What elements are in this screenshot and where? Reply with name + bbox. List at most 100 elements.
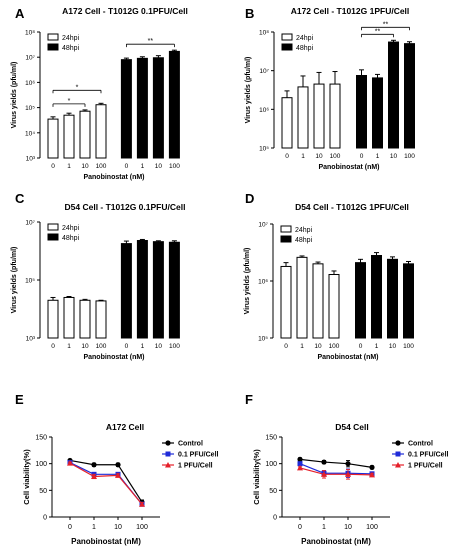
panel-B: B A172 Cell - T1012G 1PFU/Cell10⁵10⁶10⁷10…	[245, 6, 415, 171]
bar	[95, 104, 107, 159]
panel-letter: E	[15, 392, 24, 407]
series-line	[69, 459, 143, 503]
x-axis-label: Panobinostat (nM)	[317, 354, 378, 361]
x-tick-label: 0	[51, 163, 55, 170]
chart-title: D54 Cell - T1012G 0.1PFU/Cell	[65, 202, 186, 212]
chart-title: A172 Cell - T1012G 1PFU/Cell	[291, 6, 410, 16]
bar	[168, 241, 180, 339]
chart-title: D54 Cell - T1012G 1PFU/Cell	[295, 202, 409, 212]
bar	[387, 258, 398, 339]
legend-swatch	[47, 33, 59, 41]
legend-swatch	[280, 235, 292, 243]
y-tick-label: 10⁴	[25, 130, 35, 137]
y-tick-label: 10³	[26, 156, 36, 163]
x-tick-label: 1	[67, 343, 71, 350]
y-tick-label: 150	[265, 435, 277, 442]
y-tick-label: 100	[35, 461, 47, 468]
x-tick-label: 1	[92, 524, 96, 531]
x-tick-label: 10	[314, 343, 322, 350]
y-tick-label: 50	[39, 488, 47, 495]
x-tick-label: 0	[284, 343, 288, 350]
legend-swatch	[47, 233, 59, 241]
y-tick-label: 10⁶	[25, 80, 35, 87]
y-tick-label: 10⁷	[25, 55, 35, 62]
legend-label: 0.1 PFU/Cell	[178, 452, 219, 459]
x-tick-label: 100	[366, 524, 378, 531]
significance-label: *	[68, 98, 71, 105]
x-tick-label: 10	[81, 163, 89, 170]
x-axis-label: Panobinostat (nM)	[318, 164, 379, 171]
panel-letter: B	[245, 6, 254, 21]
legend-marker	[395, 440, 401, 446]
legend-swatch	[47, 43, 59, 51]
legend-swatch	[281, 33, 293, 41]
data-point	[297, 456, 303, 462]
legend-label: 24hpi	[296, 35, 314, 42]
significance-label: **	[375, 28, 381, 35]
bar	[63, 296, 75, 339]
x-tick-label: 0	[359, 343, 363, 350]
legend-swatch	[281, 43, 293, 51]
data-point	[321, 459, 327, 465]
y-tick-label: 10⁶	[259, 107, 269, 114]
x-tick-label: 100	[330, 153, 341, 160]
legend-swatch	[280, 225, 292, 233]
bar	[95, 300, 107, 339]
y-tick-label: 150	[35, 435, 47, 442]
y-tick-label: 10⁷	[258, 222, 268, 229]
legend-marker	[165, 440, 171, 446]
x-tick-label: 100	[169, 163, 180, 170]
legend-label: 48hpi	[62, 235, 80, 242]
bar	[79, 110, 91, 159]
x-tick-label: 10	[389, 343, 397, 350]
x-axis-label: Panobinostat (nM)	[83, 174, 144, 181]
series-line	[299, 467, 373, 476]
x-tick-label: 0	[125, 343, 129, 350]
y-tick-label: 10⁵	[25, 278, 35, 285]
panel-E: E A172 Cell 0 50 100 150 Cell viability(%) 0 1 10…	[15, 392, 219, 546]
x-tick-label: 1	[376, 153, 380, 160]
y-tick-label: 10⁷	[25, 220, 35, 227]
data-point	[369, 464, 375, 470]
legend-swatch	[47, 223, 59, 231]
y-tick-label: 10⁵	[25, 105, 35, 112]
series-line	[299, 458, 373, 468]
bar	[136, 57, 148, 159]
x-axis-label: Panobinostat (nM)	[83, 354, 144, 361]
y-tick-label: 0	[43, 515, 47, 522]
bar	[372, 77, 383, 149]
legend-label: 48hpi	[62, 45, 80, 52]
data-point	[115, 472, 121, 478]
x-tick-label: 100	[329, 343, 340, 350]
x-tick-label: 10	[81, 343, 89, 350]
bar	[328, 274, 340, 339]
bar	[313, 83, 325, 149]
bar	[152, 241, 164, 339]
significance-label: *	[76, 84, 79, 91]
x-tick-label: 10	[155, 163, 163, 170]
y-axis-label: Virus yields (pfu/ml)	[245, 57, 252, 124]
x-tick-label: 10	[155, 343, 163, 350]
data-point	[67, 460, 73, 466]
bar	[312, 263, 324, 339]
legend-label: Control	[408, 441, 433, 448]
x-tick-label: 1	[141, 163, 145, 170]
x-tick-label: 1	[67, 163, 71, 170]
bar	[63, 114, 75, 159]
panel-letter: D	[245, 191, 254, 206]
x-tick-label: 1	[141, 343, 145, 350]
bar	[281, 97, 293, 149]
chart-title: D54 Cell	[335, 422, 369, 432]
data-point	[321, 471, 327, 477]
y-axis-label: Virus yields (pfu/ml)	[11, 62, 18, 129]
legend-label: 1 PFU/Cell	[408, 463, 443, 470]
legend-marker	[165, 462, 171, 468]
x-tick-label: 100	[136, 524, 148, 531]
chart-title: A172 Cell	[106, 422, 144, 432]
x-tick-label: 10	[344, 524, 352, 531]
legend-marker	[395, 462, 401, 468]
bar	[404, 43, 415, 149]
x-tick-label: 1	[301, 153, 305, 160]
x-tick-label: 0	[125, 163, 129, 170]
